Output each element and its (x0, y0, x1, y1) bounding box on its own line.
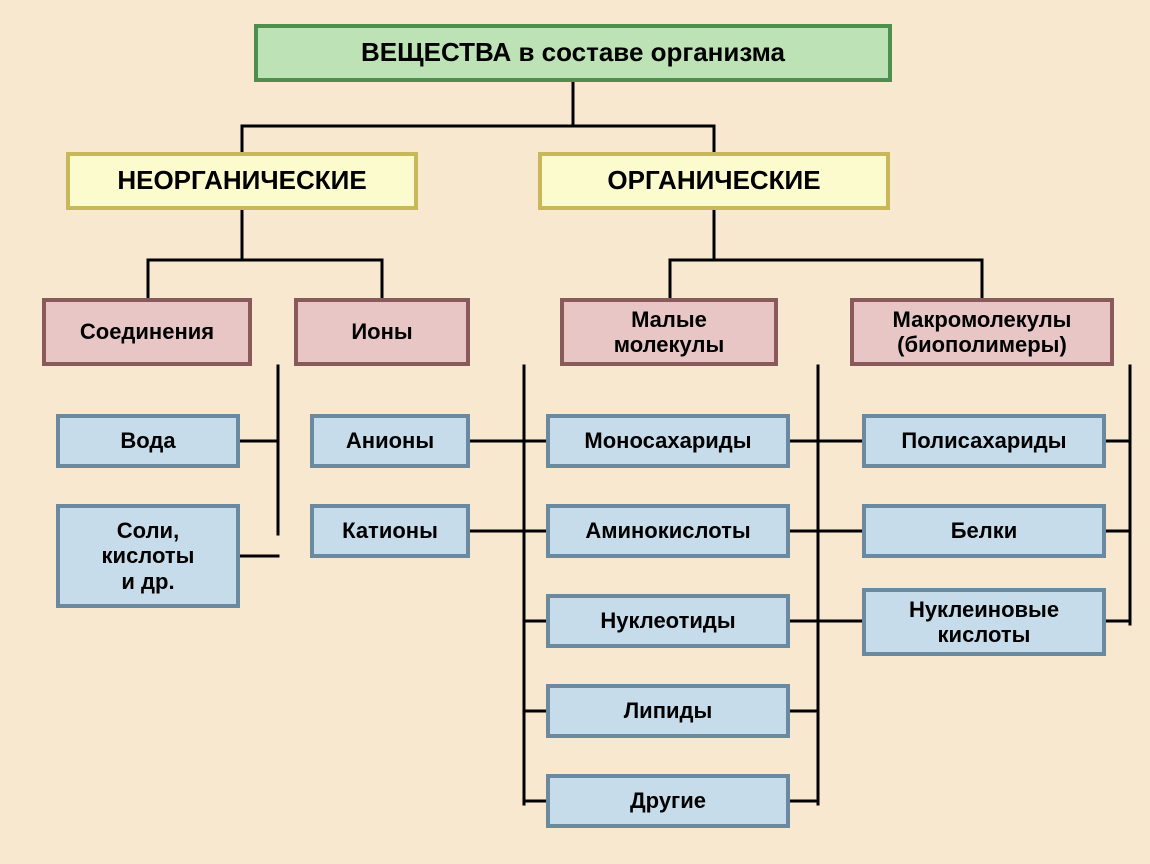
node-anion: Анионы (310, 414, 470, 468)
node-other: Другие (546, 774, 790, 828)
node-comp: Соединения (42, 298, 252, 366)
node-salts: Соли, кислоты и др. (56, 504, 240, 608)
node-root: ВЕЩЕСТВА в составе организма (254, 24, 892, 82)
node-inorg: НЕОРГАНИЧЕСКИЕ (66, 152, 418, 210)
node-prot: Белки (862, 504, 1106, 558)
node-org: ОРГАНИЧЕСКИЕ (538, 152, 890, 210)
node-amino: Аминокислоты (546, 504, 790, 558)
node-cation: Катионы (310, 504, 470, 558)
node-macro: Макромолекулы (биополимеры) (850, 298, 1114, 366)
node-ions: Ионы (294, 298, 470, 366)
node-mono: Моносахариды (546, 414, 790, 468)
node-nacid: Нуклеиновые кислоты (862, 588, 1106, 656)
node-lipid: Липиды (546, 684, 790, 738)
node-nucl: Нуклеотиды (546, 594, 790, 648)
node-small: Малые молекулы (560, 298, 778, 366)
node-water: Вода (56, 414, 240, 468)
node-poly: Полисахариды (862, 414, 1106, 468)
